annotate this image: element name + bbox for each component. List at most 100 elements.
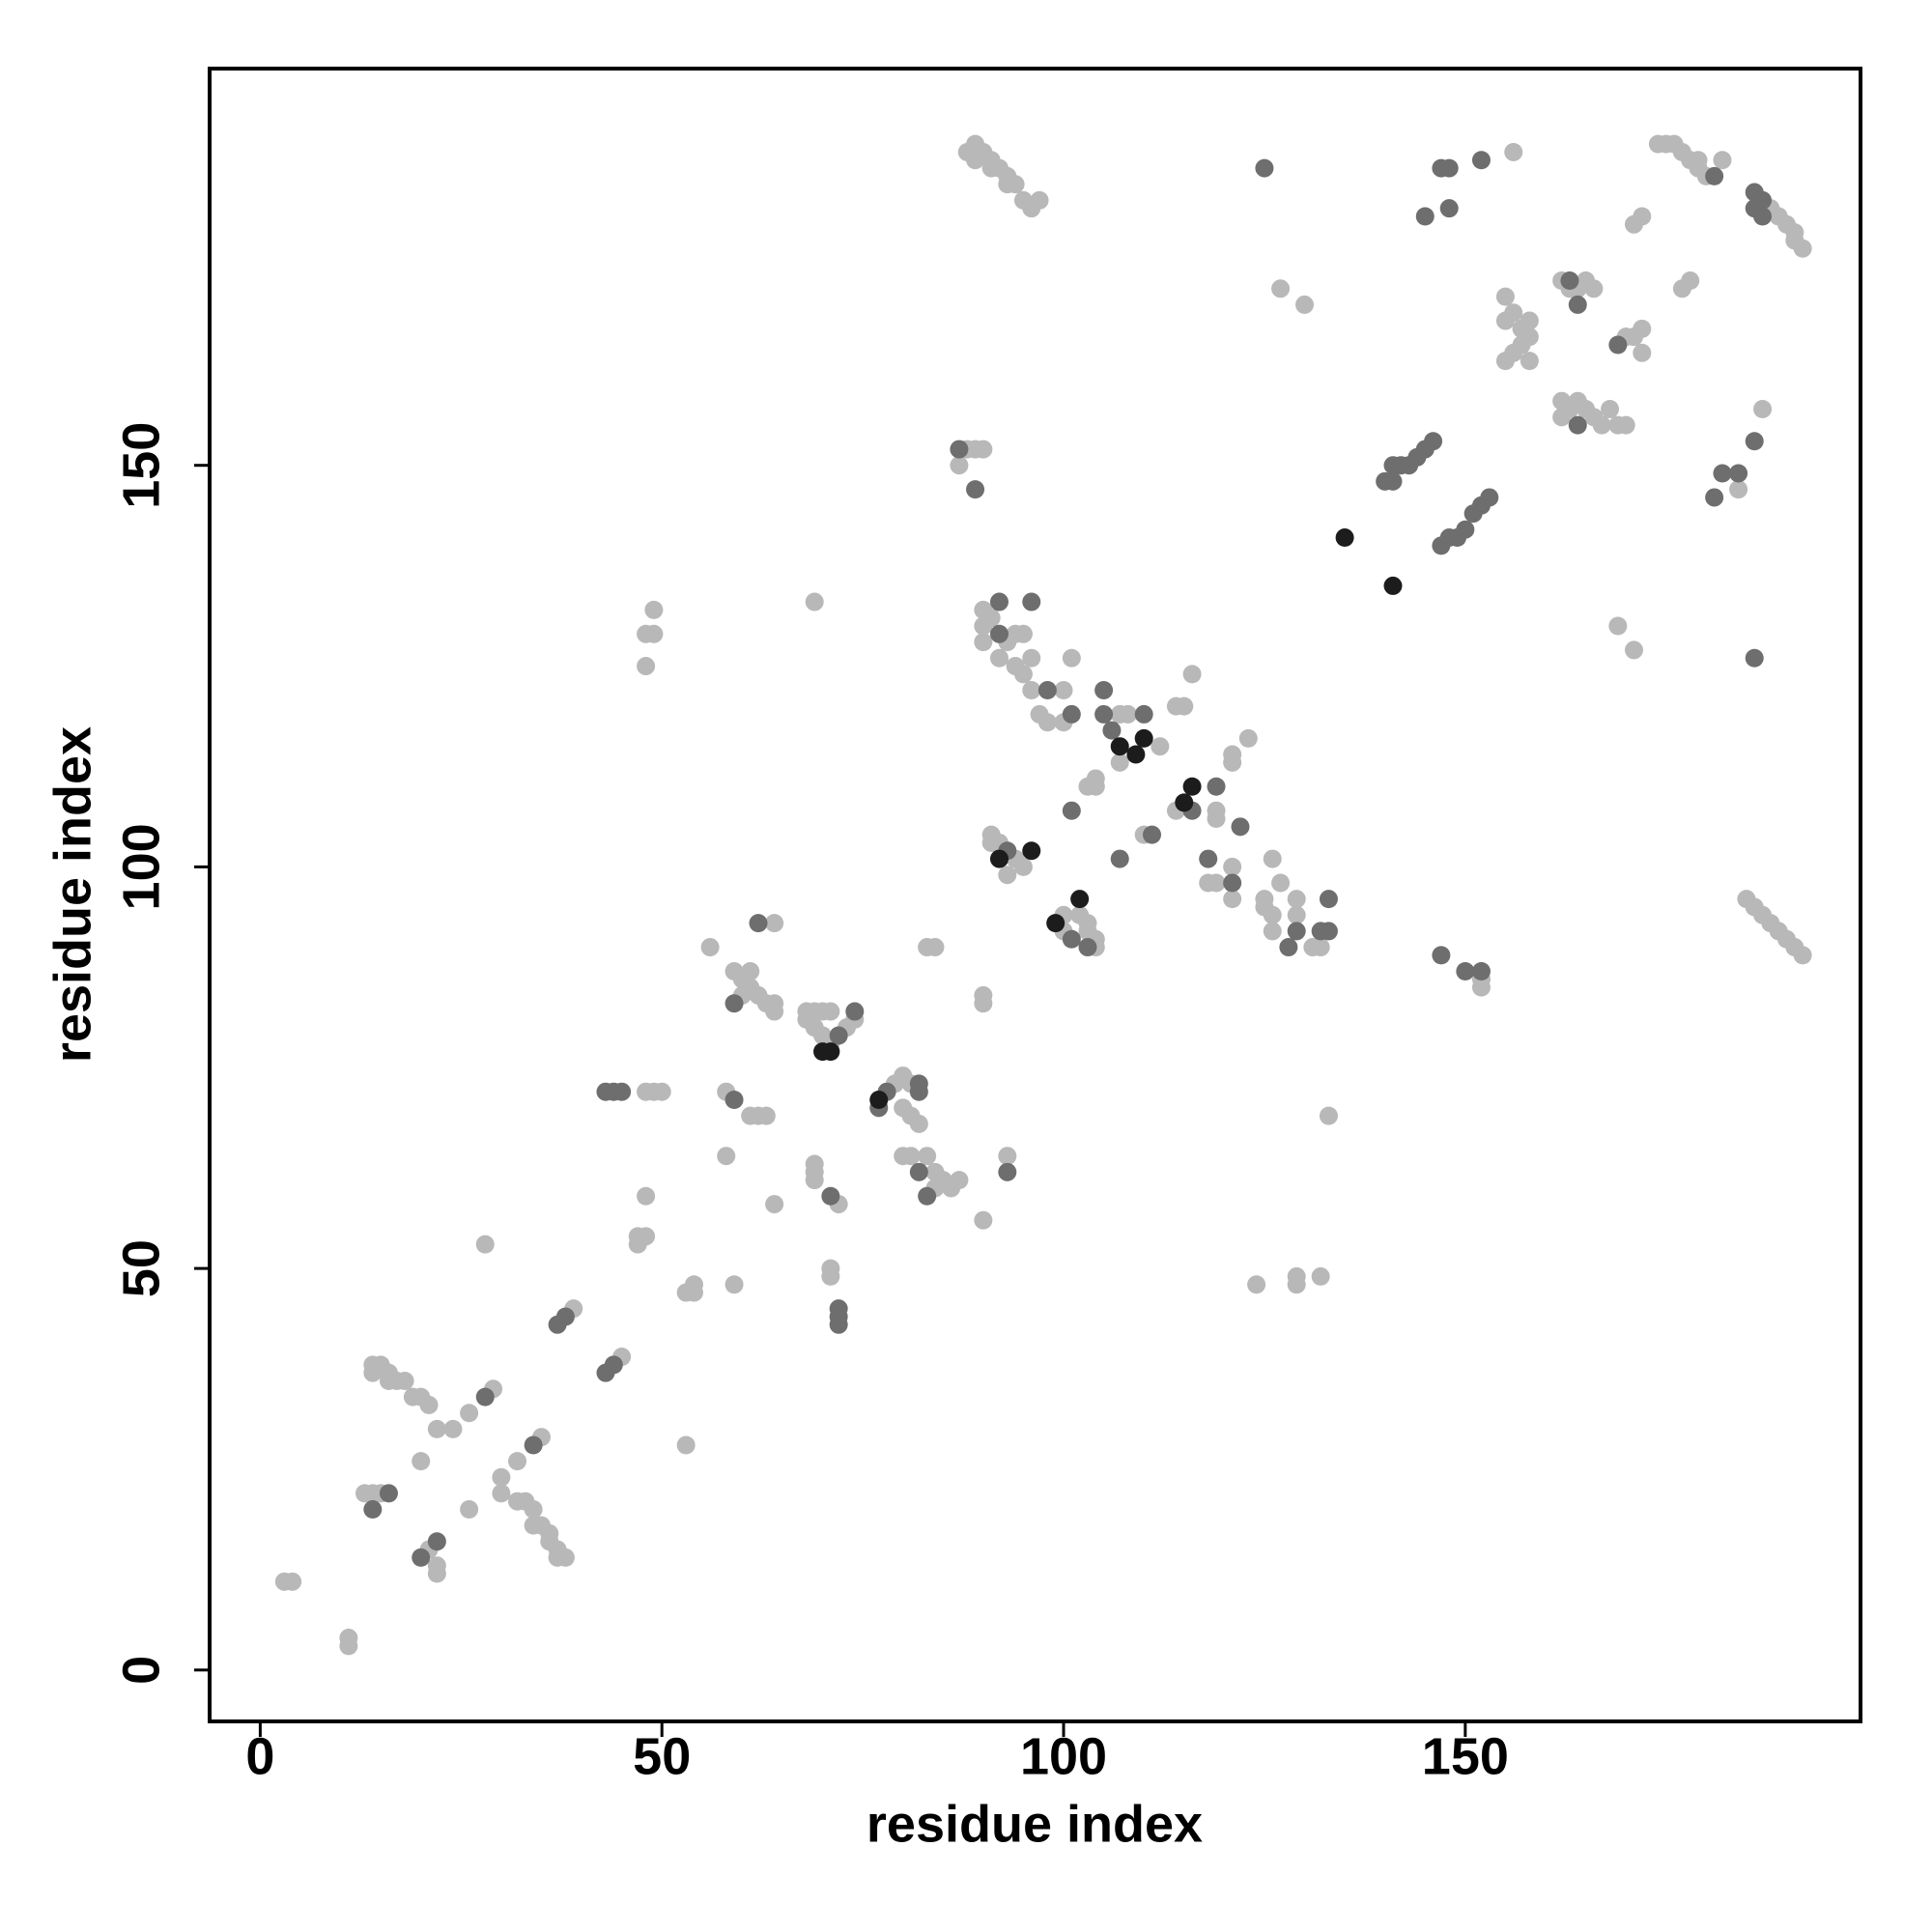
point [1119, 704, 1138, 724]
point [1062, 929, 1081, 949]
point [1279, 938, 1298, 957]
point [1568, 415, 1587, 435]
point [1745, 432, 1764, 451]
point [1182, 665, 1202, 684]
point [1560, 270, 1579, 290]
point [1143, 825, 1162, 844]
point [460, 1404, 479, 1423]
point [821, 1266, 840, 1286]
point [1753, 400, 1773, 419]
point [1134, 704, 1153, 724]
y-tick-label: 100 [112, 823, 170, 910]
point [1705, 166, 1724, 185]
point [1022, 680, 1041, 699]
point [676, 1435, 696, 1455]
point [909, 1114, 928, 1133]
y-tick-label: 150 [112, 422, 170, 509]
point [1335, 528, 1354, 548]
point [1633, 343, 1652, 362]
point [1568, 295, 1587, 314]
point [412, 1548, 431, 1567]
point [909, 1162, 928, 1181]
point [604, 1355, 623, 1375]
point [1263, 922, 1282, 941]
point [966, 151, 985, 170]
point [1013, 665, 1033, 684]
point [1151, 737, 1170, 756]
point [1624, 640, 1643, 660]
point [1495, 287, 1515, 306]
point [1681, 270, 1700, 290]
point [845, 1002, 865, 1021]
point [925, 938, 945, 957]
point [974, 440, 993, 459]
point [379, 1371, 398, 1390]
point [1086, 777, 1105, 796]
point [1287, 1266, 1306, 1286]
point [1504, 303, 1523, 323]
point [419, 1395, 439, 1414]
point [1223, 745, 1242, 764]
point [1255, 158, 1274, 178]
point [1126, 745, 1146, 764]
point [283, 1572, 302, 1591]
point [475, 1387, 495, 1406]
point [1037, 713, 1057, 732]
point [555, 1548, 575, 1567]
point [821, 1002, 840, 1021]
point [1383, 471, 1403, 491]
point [765, 914, 784, 933]
point [1793, 239, 1812, 258]
point [1439, 158, 1459, 178]
point [363, 1500, 383, 1520]
point [1520, 352, 1539, 371]
point [717, 1147, 736, 1166]
point [644, 600, 664, 619]
point [1223, 857, 1242, 876]
point [966, 480, 985, 499]
point [1207, 777, 1226, 796]
point [644, 624, 664, 643]
point [1287, 905, 1306, 924]
point [1584, 279, 1604, 298]
point [1022, 841, 1041, 861]
point [1271, 279, 1291, 298]
point [765, 994, 784, 1013]
point [989, 592, 1009, 611]
point [1601, 400, 1620, 419]
plot-frame [208, 67, 1862, 1723]
point [1424, 432, 1443, 451]
point [492, 1484, 511, 1503]
point [1520, 311, 1539, 330]
point [1745, 648, 1764, 668]
point [901, 1147, 921, 1166]
point [1504, 142, 1523, 161]
point [1592, 415, 1611, 435]
point [724, 1091, 744, 1110]
point [1078, 938, 1097, 957]
point [989, 624, 1009, 643]
point [1471, 961, 1491, 980]
point [918, 1186, 937, 1206]
point [981, 158, 1001, 178]
point [612, 1082, 632, 1101]
point [1311, 938, 1330, 957]
point [460, 1500, 479, 1520]
point [684, 1283, 703, 1302]
point [363, 1363, 383, 1382]
point [1713, 151, 1732, 170]
point [1013, 857, 1033, 876]
y-tick-label: 50 [112, 1239, 170, 1297]
point [555, 1307, 575, 1326]
point [379, 1484, 398, 1503]
point [1432, 946, 1451, 965]
y-axis-label: residue index [43, 726, 101, 1063]
point [395, 1371, 414, 1390]
point [1319, 890, 1338, 909]
point [1793, 946, 1812, 965]
point [1070, 890, 1090, 909]
point [492, 1467, 511, 1487]
y-tick-label: 0 [112, 1656, 170, 1685]
x-axis-label: residue index [867, 1795, 1203, 1853]
